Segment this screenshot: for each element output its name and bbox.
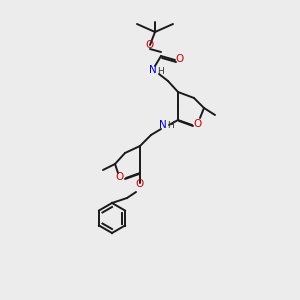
Text: O: O: [136, 179, 144, 189]
Text: N: N: [159, 120, 167, 130]
Text: H: H: [157, 67, 164, 76]
Text: O: O: [146, 40, 154, 50]
Text: O: O: [116, 172, 124, 182]
Text: O: O: [193, 119, 201, 129]
Text: O: O: [176, 54, 184, 64]
Text: N: N: [149, 65, 157, 75]
Text: H: H: [168, 122, 174, 130]
